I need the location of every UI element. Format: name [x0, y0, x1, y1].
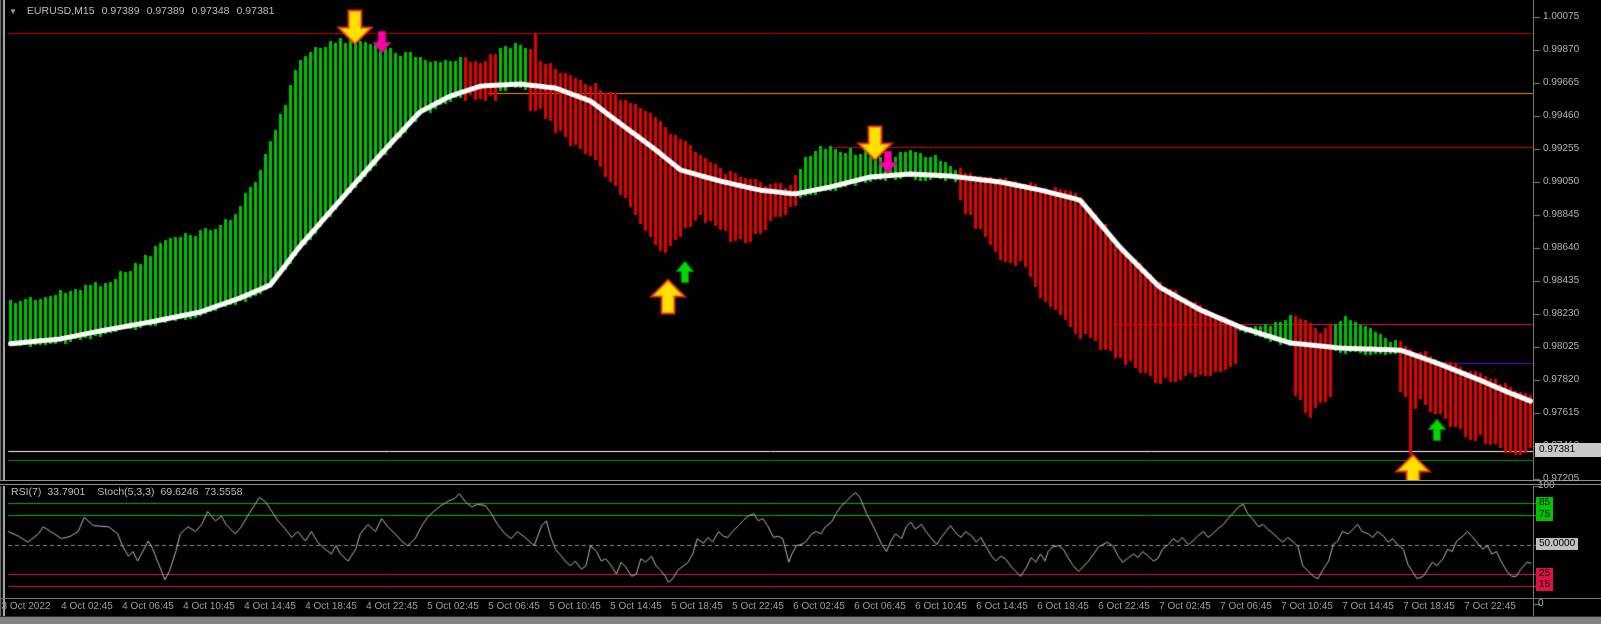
time-axis[interactable]: 3 Oct 2022 4 Oct 02:45 4 Oct 06:45 4 Oct 10…	[0, 601, 1601, 615]
stoch-label: Stoch(5,3,3)	[97, 486, 155, 498]
price-tick-label: 0.98025	[1543, 341, 1580, 353]
time-tick-label: 4 Oct 10:45	[183, 601, 235, 612]
ohlc-low-value: 0.97348	[191, 5, 230, 17]
ohlc-open-value: 0.97389	[101, 5, 140, 17]
time-tick-label: 5 Oct 22:45	[732, 601, 784, 612]
time-tick-label: 7 Oct 10:45	[1281, 601, 1333, 612]
price-tick-label: 0.99870	[1543, 44, 1580, 56]
price-tick-label: 0.98640	[1543, 242, 1580, 254]
price-tick-label: 0.99460	[1543, 110, 1580, 122]
window-bottom-border	[0, 616, 1601, 624]
price-tick-label: 0.97615	[1543, 407, 1580, 419]
indicator-level-label: 0	[1538, 597, 1544, 609]
chart-header: ▼ EURUSD,M15 0.97389 0.97389 0.97348 0.97381	[9, 5, 274, 17]
rsi-value: 33.7901	[47, 486, 86, 498]
time-tick-label: 5 Oct 14:45	[610, 601, 662, 612]
time-tick-label: 7 Oct 02:45	[1159, 601, 1211, 612]
time-tick-label: 7 Oct 22:45	[1464, 601, 1516, 612]
time-tick-label: 6 Oct 06:45	[854, 601, 906, 612]
ohlc-close-value: 0.97381	[236, 5, 275, 17]
price-tick-label: 1.00075	[1543, 11, 1580, 23]
time-tick-label: 4 Oct 18:45	[305, 601, 357, 612]
chevron-down-icon[interactable]: ▼	[9, 7, 17, 16]
time-tick-label: 6 Oct 22:45	[1098, 601, 1150, 612]
price-tick-label: 0.98435	[1543, 275, 1580, 287]
time-tick-label: 4 Oct 14:45	[244, 601, 296, 612]
time-tick-label: 4 Oct 06:45	[122, 601, 174, 612]
price-axis[interactable]: 1.00075 0.99870 0.99665 0.99460 0.99255 0.990…	[1543, 0, 1601, 485]
price-tick-label: 0.99255	[1543, 143, 1580, 155]
time-tick-label: 5 Oct 18:45	[671, 601, 723, 612]
time-tick-label: 4 Oct 02:45	[61, 601, 113, 612]
indicator-axis[interactable]: 100 85 75 50.0000 25 15 0	[1536, 479, 1601, 609]
ohlc-high-value: 0.97389	[146, 5, 185, 17]
price-tick-label: 0.97820	[1543, 374, 1580, 386]
time-tick-label: 6 Oct 02:45	[793, 601, 845, 612]
indicator-level-label: 25	[1536, 567, 1554, 580]
time-tick-label: 3 Oct 2022	[1, 601, 51, 612]
price-tick-label: 0.99665	[1543, 77, 1580, 89]
time-tick-label: 7 Oct 14:45	[1342, 601, 1394, 612]
time-tick-label: 5 Oct 06:45	[488, 601, 540, 612]
indicator-level-label: 75	[1536, 508, 1554, 521]
window-left-border	[0, 0, 7, 624]
indicator-level-label: 100	[1538, 479, 1555, 491]
current-price-badge: 0.97381	[1535, 443, 1601, 458]
time-tick-label: 5 Oct 02:45	[427, 601, 479, 612]
time-tick-label: 7 Oct 18:45	[1403, 601, 1455, 612]
indicator-level-label: 15	[1536, 579, 1554, 592]
time-tick-label: 6 Oct 18:45	[1037, 601, 1089, 612]
time-tick-label: 6 Oct 14:45	[976, 601, 1028, 612]
stoch-signal-value: 73.5558	[204, 486, 243, 498]
time-tick-label: 4 Oct 22:45	[366, 601, 418, 612]
price-tick-label: 0.98845	[1543, 209, 1580, 221]
rsi-label: RSI(7)	[11, 486, 42, 498]
indicator-level-label: 50.0000	[1536, 538, 1579, 550]
price-tick-label: 0.99050	[1543, 176, 1580, 188]
price-tick-label: 0.97205	[1543, 473, 1580, 485]
symbol-period-label: EURUSD,M15	[26, 5, 95, 17]
time-tick-label: 5 Oct 10:45	[549, 601, 601, 612]
time-tick-label: 6 Oct 10:45	[915, 601, 967, 612]
price-tick-label: 0.98230	[1543, 308, 1580, 320]
axis-separator-line	[1533, 0, 1534, 616]
indicator-panel-separator[interactable]	[0, 480, 1601, 486]
stoch-main-value: 69.6246	[160, 486, 199, 498]
indicator-level-label: 85	[1536, 496, 1554, 509]
indicator-panel-bottom-border	[0, 598, 1601, 599]
indicator-header: RSI(7) 33.7901 Stoch(5,3,3) 69.6246 73.5558	[11, 486, 242, 498]
time-tick-label: 7 Oct 06:45	[1220, 601, 1272, 612]
